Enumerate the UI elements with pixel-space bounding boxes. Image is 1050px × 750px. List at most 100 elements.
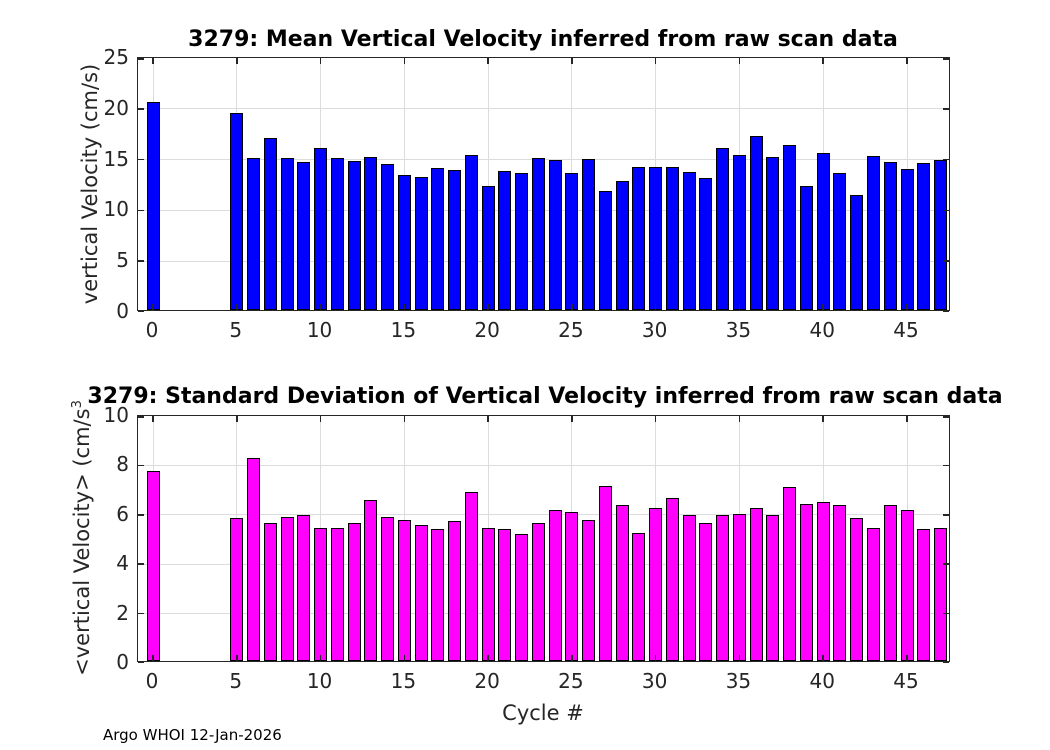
x-tick-mark-45 (906, 58, 908, 64)
std-bar-cycle-28 (615, 505, 629, 661)
y-tick-mark-0 (138, 310, 144, 312)
std-x-tick-label-20: 20 (474, 669, 500, 693)
std-bar-cycle-21 (498, 528, 512, 661)
mean-bar-cycle-8 (280, 157, 294, 310)
x-tick-mark-0 (152, 304, 154, 310)
mean-bar-cycle-45 (900, 168, 914, 310)
x-tick-mark-30 (654, 58, 657, 64)
mean-bar-cycle-30 (649, 166, 663, 310)
std-x-tick-label-30: 30 (641, 669, 668, 693)
x-tick-mark-10 (319, 416, 322, 422)
std-bar-cycle-35 (732, 514, 746, 661)
mean-x-tick-label-5: 5 (229, 318, 243, 342)
x-tick-mark-25 (571, 655, 573, 661)
x-tick-mark-10 (319, 304, 322, 310)
x-tick-mark-35 (738, 304, 741, 310)
mean-bar-cycle-11 (330, 157, 344, 310)
mean-bar-cycle-12 (347, 160, 361, 310)
mean-bar-cycle-29 (632, 166, 646, 310)
std-bar-cycle-13 (364, 500, 378, 661)
mean-bar-cycle-14 (381, 163, 395, 310)
std-bar-cycle-17 (431, 528, 445, 661)
mean-bar-cycle-18 (448, 169, 462, 310)
mean-x-tick-label-0: 0 (145, 318, 159, 342)
std-bar-cycle-27 (598, 485, 612, 661)
x-tick-mark-30 (654, 304, 657, 310)
std-bar-cycle-36 (749, 507, 763, 661)
x-tick-mark-45 (906, 416, 908, 422)
std-bar-cycle-31 (665, 497, 679, 661)
std-x-tick-label-40: 40 (809, 669, 835, 693)
y-tick-mark-2 (943, 612, 949, 615)
mean-bar-cycle-31 (665, 166, 679, 310)
y-tick-mark-0 (943, 310, 949, 312)
std-bar-cycle-47 (934, 527, 947, 661)
x-tick-mark-15 (403, 416, 406, 422)
mean-bar-cycle-44 (883, 161, 897, 310)
mean-bar-cycle-21 (498, 170, 512, 310)
y-tick-mark-2 (138, 612, 144, 615)
std-bar-cycle-22 (515, 533, 529, 661)
mean-bar-cycle-10 (314, 148, 328, 310)
y-tick-mark-5 (138, 260, 144, 262)
std-bar-cycle-41 (833, 505, 847, 661)
v-grid-line-20 (487, 58, 489, 310)
y-tick-mark-8 (138, 464, 144, 467)
x-tick-mark-10 (319, 58, 322, 64)
y-tick-mark-25 (138, 58, 144, 60)
x-tick-mark-25 (571, 304, 573, 310)
mean-bar-cycle-20 (481, 186, 495, 310)
std-bar-cycle-44 (883, 505, 897, 661)
std-y-tick-label-2: 2 (116, 600, 129, 625)
h-grid-line-8 (138, 464, 949, 466)
std-bar-cycle-38 (783, 486, 797, 661)
std-bar-cycle-29 (632, 532, 646, 661)
y-tick-mark-20 (943, 108, 949, 110)
std-bar-cycle-32 (682, 515, 696, 661)
x-tick-mark-20 (487, 416, 489, 422)
mean-bar-cycle-39 (799, 186, 813, 310)
std-bar-cycle-24 (548, 510, 562, 661)
x-tick-mark-15 (403, 304, 406, 310)
std-bar-cycle-43 (866, 527, 880, 661)
y-tick-mark-4 (138, 563, 144, 565)
x-tick-mark-0 (152, 416, 154, 422)
mean-bar-cycle-5 (230, 112, 244, 310)
std-bar-cycle-6 (247, 458, 261, 661)
mean-bar-cycle-32 (682, 171, 696, 310)
mean-bar-cycle-34 (716, 148, 730, 310)
x-tick-mark-15 (403, 655, 406, 661)
mean-x-tick-label-40: 40 (809, 318, 835, 342)
x-tick-mark-0 (152, 655, 154, 661)
mean-bar-cycle-6 (247, 157, 261, 310)
std-x-tick-label-35: 35 (725, 669, 752, 693)
x-tick-mark-0 (152, 58, 154, 64)
mean-y-tick-label-15: 15 (103, 146, 129, 171)
std-y-tick-label-4: 4 (116, 551, 129, 576)
mean-bar-cycle-47 (934, 159, 947, 310)
x-tick-mark-25 (571, 416, 573, 422)
mean-x-tick-label-25: 25 (558, 318, 584, 342)
std-bar-cycle-33 (699, 522, 713, 661)
std-chart-title: 3279: Standard Deviation of Vertical Vel… (87, 384, 1003, 409)
std-bar-cycle-8 (280, 516, 294, 661)
x-axis-label: Cycle # (502, 701, 584, 725)
std-bar-cycle-5 (230, 517, 244, 661)
mean-x-tick-label-45: 45 (893, 318, 919, 342)
std-bar-cycle-9 (297, 515, 311, 661)
mean-x-tick-label-15: 15 (390, 318, 417, 342)
y-tick-mark-20 (138, 108, 144, 110)
std-bar-cycle-25 (565, 511, 579, 661)
mean-chart-title: 3279: Mean Vertical Velocity inferred fr… (188, 27, 898, 52)
mean-y-tick-label-5: 5 (116, 248, 129, 273)
h-grid-line-6 (138, 514, 949, 516)
mean-bar-cycle-33 (699, 177, 713, 310)
x-tick-mark-45 (906, 655, 908, 661)
figure-annotation: Argo WHOI 12-Jan-2026 (103, 726, 282, 744)
y-tick-mark-5 (943, 260, 949, 262)
std-bar-cycle-23 (531, 522, 545, 661)
std-y-tick-label-6: 6 (116, 501, 129, 526)
mean-x-tick-label-30: 30 (641, 318, 668, 342)
mean-y-tick-label-20: 20 (103, 95, 129, 120)
mean-bar-cycle-16 (414, 176, 428, 310)
